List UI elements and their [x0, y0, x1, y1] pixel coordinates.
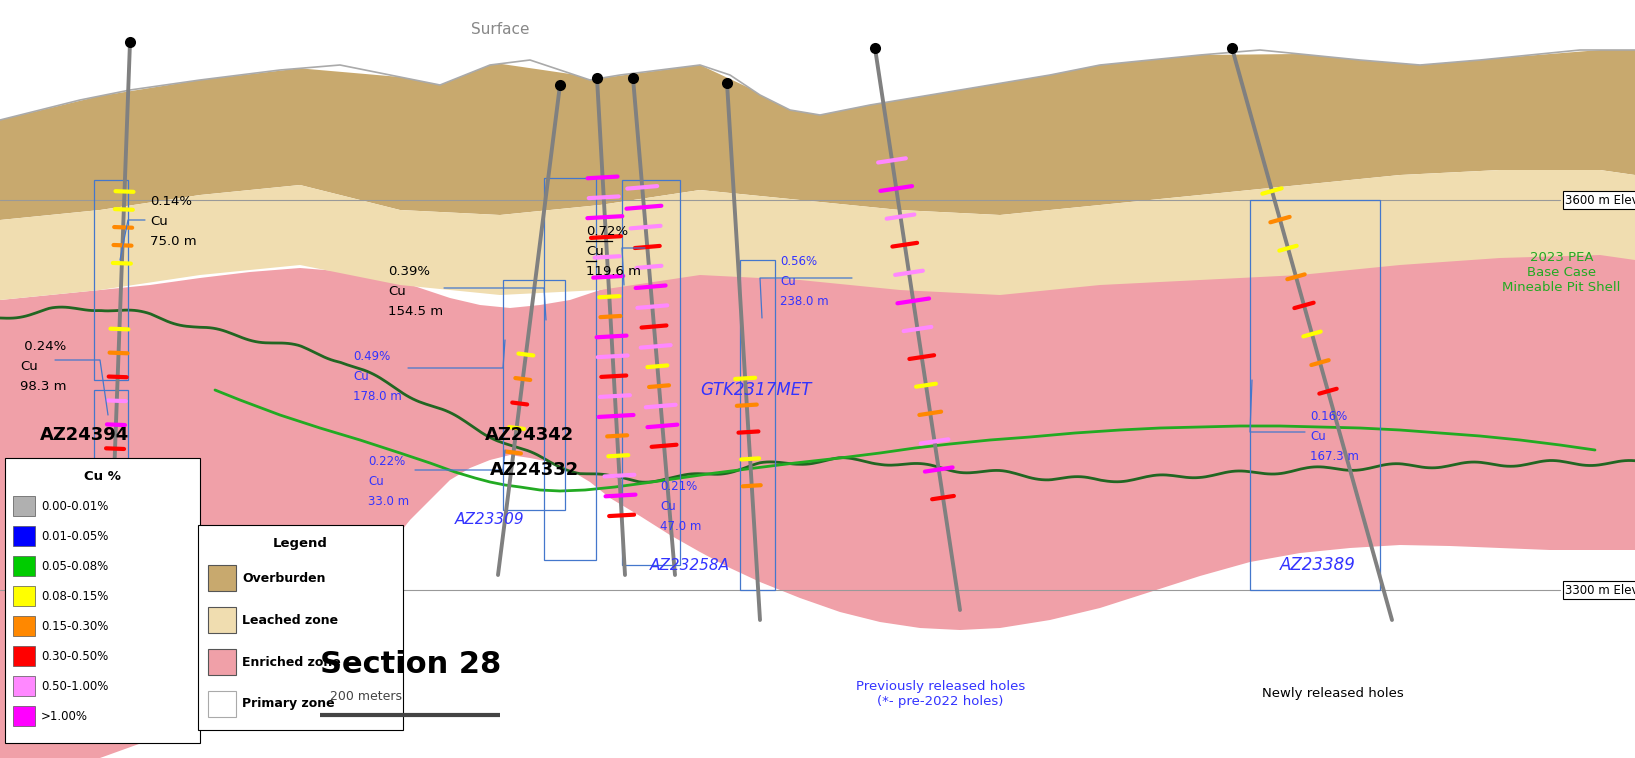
Bar [13, 586, 34, 606]
Text: 0.39%: 0.39% [387, 265, 430, 278]
Polygon shape [0, 0, 1635, 120]
Text: Cu: Cu [353, 370, 370, 383]
Text: 3300 m Elev: 3300 m Elev [1565, 584, 1635, 597]
Text: >1.00%: >1.00% [41, 709, 88, 722]
Text: 238.0 m: 238.0 m [780, 295, 829, 308]
Text: 0.08-0.15%: 0.08-0.15% [41, 590, 108, 603]
Polygon shape [0, 233, 1635, 758]
Bar [544, 178, 597, 560]
Bar [13, 496, 34, 516]
Text: 0.15-0.30%: 0.15-0.30% [41, 619, 108, 632]
Text: 0.49%: 0.49% [353, 350, 391, 363]
Text: 0.01-0.05%: 0.01-0.05% [41, 530, 108, 543]
Text: Section 28: Section 28 [320, 650, 502, 679]
Text: Cu: Cu [780, 275, 796, 288]
Text: 178.0 m: 178.0 m [353, 390, 402, 403]
Text: 0.72%: 0.72% [585, 225, 628, 238]
Bar [93, 180, 128, 380]
Text: Primary zone: Primary zone [242, 697, 335, 710]
Text: Cu: Cu [368, 475, 384, 488]
Text: Cu: Cu [585, 245, 603, 258]
Bar [93, 390, 128, 620]
Text: 98.3 m: 98.3 m [20, 380, 67, 393]
Bar [208, 649, 235, 675]
Text: 0.00-0.01%: 0.00-0.01% [41, 500, 108, 512]
Text: 0.24%: 0.24% [20, 340, 67, 353]
Text: AZ23309: AZ23309 [455, 512, 525, 528]
Text: Previously released holes
(*- pre-2022 holes): Previously released holes (*- pre-2022 h… [855, 680, 1025, 707]
Bar [13, 526, 34, 546]
Text: Enriched zone: Enriched zone [242, 656, 340, 669]
Text: Surface: Surface [471, 23, 530, 37]
Text: AZ23258A: AZ23258A [651, 557, 729, 572]
Bar [208, 607, 235, 633]
Text: 33.0 m: 33.0 m [368, 495, 409, 508]
Bar [1251, 200, 1380, 590]
Text: 119.6 m: 119.6 m [585, 265, 641, 278]
Text: 0.05-0.08%: 0.05-0.08% [41, 559, 108, 572]
Text: 154.5 m: 154.5 m [387, 305, 443, 318]
Text: GTK2317MET: GTK2317MET [700, 381, 811, 399]
Text: 0.50-1.00%: 0.50-1.00% [41, 679, 108, 693]
Bar [208, 565, 235, 591]
Bar [621, 180, 680, 565]
Text: 200 meters: 200 meters [330, 690, 402, 703]
Text: Cu %: Cu % [83, 470, 121, 483]
Text: AZ24394: AZ24394 [39, 426, 129, 444]
Text: Leached zone: Leached zone [242, 613, 338, 627]
Text: Overburden: Overburden [242, 572, 325, 584]
Text: Newly released holes: Newly released holes [1262, 687, 1403, 700]
Bar [13, 616, 34, 636]
Bar [13, 556, 34, 576]
Bar [198, 525, 402, 730]
Text: Cu: Cu [20, 360, 38, 373]
Bar [741, 260, 775, 590]
Text: 3600 m Elev: 3600 m Elev [1565, 193, 1635, 206]
Text: 75.0 m: 75.0 m [150, 235, 196, 248]
Text: 0.30-0.50%: 0.30-0.50% [41, 650, 108, 662]
Text: AZ23389: AZ23389 [1280, 556, 1355, 574]
Bar [13, 646, 34, 666]
Text: Cu: Cu [1310, 430, 1326, 443]
Polygon shape [0, 50, 1635, 220]
Text: Cu: Cu [661, 500, 675, 513]
Text: 47.0 m: 47.0 m [661, 520, 701, 533]
Text: Cu: Cu [150, 215, 168, 228]
Bar [13, 706, 34, 726]
Bar [504, 280, 566, 510]
Text: 167.3 m: 167.3 m [1310, 450, 1359, 463]
Text: 0.21%: 0.21% [661, 480, 697, 493]
Text: 2023 PEA
Base Case
Mineable Pit Shell: 2023 PEA Base Case Mineable Pit Shell [1503, 252, 1620, 294]
Bar [13, 676, 34, 696]
Text: 0.16%: 0.16% [1310, 410, 1347, 423]
Text: AZ24342: AZ24342 [486, 426, 574, 444]
Polygon shape [0, 170, 1635, 300]
Bar [5, 458, 199, 743]
Text: Legend: Legend [273, 537, 329, 550]
Text: 0.14%: 0.14% [150, 195, 191, 208]
Bar [208, 691, 235, 717]
Text: AZ24332: AZ24332 [490, 461, 579, 479]
Text: Cu: Cu [387, 285, 405, 298]
Text: 0.22%: 0.22% [368, 455, 405, 468]
Text: 0.56%: 0.56% [780, 255, 818, 268]
